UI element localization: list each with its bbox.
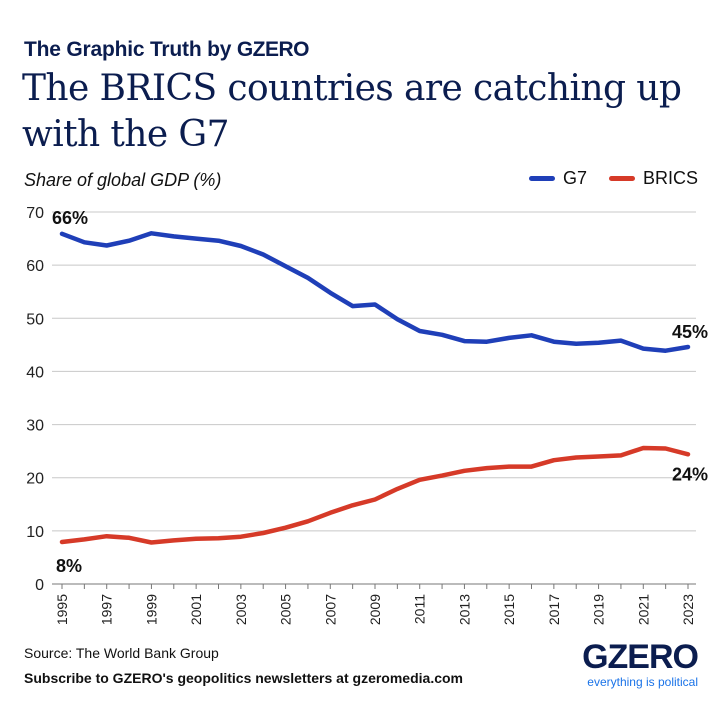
kicker-prefix: The Graphic Truth by	[24, 38, 237, 61]
y-tick-label: 40	[26, 364, 44, 381]
x-tick-label: 2011	[412, 594, 428, 624]
series-line-g7	[59, 231, 691, 353]
kicker-brand: GZERO	[236, 38, 310, 61]
x-tick-label: 2017	[546, 594, 562, 625]
grid-layer	[52, 211, 696, 585]
y-tick-label: 60	[26, 258, 44, 275]
y-axis-label: Share of global GDP (%)	[24, 170, 222, 190]
x-tick-label: 2019	[591, 594, 607, 625]
legend-swatch-g7	[528, 176, 555, 181]
y-tick-label: 20	[26, 471, 44, 488]
legend-label-brics: BRICS	[642, 168, 698, 188]
x-tick-label: 1997	[99, 594, 115, 625]
data-label-g7-start: 66%	[52, 208, 88, 228]
x-tick-label: 2013	[456, 594, 472, 625]
x-tick-label: 2023	[680, 594, 696, 625]
data-label-g7-end: 45%	[672, 322, 708, 342]
x-tick-label: 2015	[501, 594, 517, 625]
x-tick-label: 2005	[278, 594, 294, 625]
subscribe-link[interactable]: Subscribe to GZERO's geopolitics newslet…	[24, 670, 463, 686]
logo-tagline: everything is political	[587, 675, 698, 689]
legend: G7 BRICS	[528, 168, 698, 189]
data-label-brics-end: 24%	[672, 464, 708, 484]
legend-swatch-brics	[608, 176, 635, 181]
axis-layer: 0 10 20 30 40 50 60 70 1995 1997 1999 2001 2003 2005 2…	[26, 205, 696, 625]
gzero-logo: GZERO everything is political	[582, 638, 699, 689]
source-note: Source: The World Bank Group	[24, 645, 219, 661]
label-layer: 66% 45% 8% 24%	[52, 208, 708, 576]
y-tick-label: 0	[35, 577, 44, 594]
data-label-brics-start: 8%	[56, 556, 82, 576]
y-tick-label: 10	[26, 524, 44, 541]
x-tick-label: 1995	[54, 594, 70, 625]
x-tick-label: 2003	[233, 594, 249, 625]
series-layer	[59, 231, 691, 545]
kicker: The Graphic Truth by GZERO	[24, 38, 310, 62]
y-tick-label: 30	[26, 418, 44, 435]
y-tick-label: 70	[26, 205, 44, 222]
x-tick-label: 1999	[143, 594, 159, 625]
legend-item-brics: BRICS	[608, 168, 698, 189]
chart-title: The BRICS countries are catching up with…	[22, 68, 682, 155]
line-chart: 0 10 20 30 40 50 60 70 1995 1997 1999 2001 2003 2005 2…	[26, 205, 708, 625]
series-line-brics	[59, 445, 691, 545]
x-tick-label: 2009	[367, 594, 383, 625]
x-tick-label: 2001	[188, 594, 204, 625]
x-tick-label: 2007	[322, 594, 338, 625]
y-tick-label: 50	[26, 311, 44, 328]
logo-word: GZERO	[582, 638, 699, 676]
legend-item-g7: G7	[528, 168, 587, 189]
x-tick-label: 2021	[635, 594, 651, 625]
legend-label-g7: G7	[562, 168, 587, 188]
